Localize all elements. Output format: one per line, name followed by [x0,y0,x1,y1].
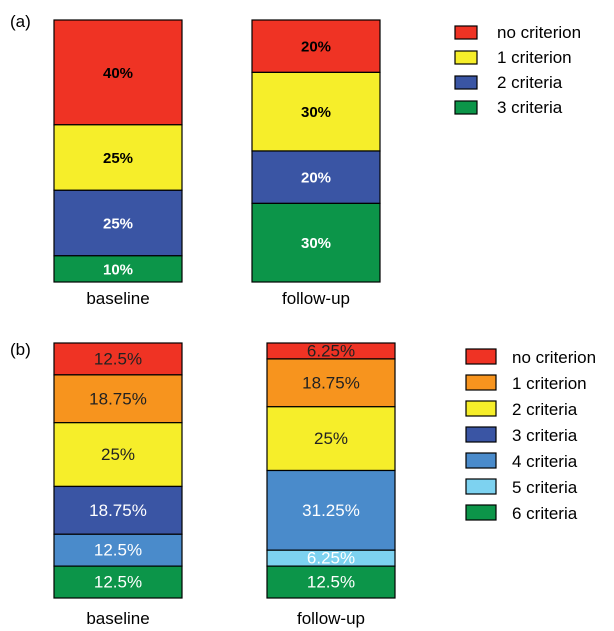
data-label: 20% [301,170,331,187]
bar-segment [53,19,183,126]
bar-segment [266,358,396,408]
data-label: 12.5% [307,573,355,592]
bar-segment [53,422,183,488]
legend-swatch [465,400,497,417]
data-label: 10% [103,261,133,278]
legend-entry: 1 criterion [512,374,587,393]
bar-segment [266,406,396,472]
legend-entry: no criterion [512,348,596,367]
bar-segment [53,189,183,257]
legend: no criterion 1 criterion 2 criteria 3 crite… [465,348,596,523]
bar-segment [251,71,381,152]
legend-entry: no criterion [497,23,581,42]
legend-entry: 6 criteria [512,504,578,523]
chart-panel-b: (b) 12.5% 18.75% 25% 18.75% 12.5% 12.5% baselin… [10,340,596,628]
legend-swatch [465,452,497,469]
bar-segment [53,255,183,283]
legend-swatch [465,504,497,521]
bar-segment [53,124,183,191]
panel-label: (a) [10,12,31,31]
data-label: 30% [301,104,331,121]
data-label: 6.25% [307,549,355,568]
legend-swatch [465,478,497,495]
category-label: baseline [86,289,149,308]
legend-swatch [454,100,478,115]
legend-swatch [454,75,478,90]
data-label: 18.75% [302,373,360,392]
data-label: 25% [314,429,348,448]
category-label: baseline [86,609,149,628]
legend-entry: 3 criteria [497,98,563,117]
bar-segment [53,565,183,599]
data-label: 30% [301,235,331,252]
bar-segment [251,202,381,283]
legend-entry: 5 criteria [512,478,578,497]
data-label: 31.25% [302,501,360,520]
data-label: 12.5% [94,349,142,368]
legend-swatch [454,50,478,65]
panel-label: (b) [10,340,31,359]
data-label: 25% [101,445,135,464]
stacked-bar-baseline: 12.5% 18.75% 25% 18.75% 12.5% 12.5% [53,342,183,599]
data-label: 18.75% [89,389,147,408]
bar-segment [266,469,396,551]
legend-swatch [465,426,497,443]
legend-entry: 2 criteria [497,73,563,92]
category-label: follow-up [297,609,365,628]
data-label: 12.5% [94,573,142,592]
data-label: 40% [103,65,133,82]
data-label: 18.75% [89,501,147,520]
legend-swatch [465,348,497,365]
category-label: follow-up [282,289,350,308]
chart-panel-a: (a) 40% 25% 25% 10% baseline 20% 30% 20% 30% follo… [10,12,581,308]
stacked-bar-baseline: 40% 25% 25% 10% [53,19,183,283]
legend-entry: 4 criteria [512,452,578,471]
data-label: 20% [301,39,331,56]
data-label: 25% [103,216,133,233]
stacked-bar-follow-up: 20% 30% 20% 30% [251,19,381,283]
data-label: 6.25% [307,341,355,360]
bar-segment [53,485,183,535]
data-label: 25% [103,150,133,167]
legend: no criterion 1 criterion 2 criteria 3 crite… [454,23,581,117]
legend-entry: 2 criteria [512,400,578,419]
data-label: 12.5% [94,541,142,560]
stacked-bar-follow-up: 6.25% 18.75% 25% 31.25% 6.25% 12.5% [266,341,396,599]
bar-segment [53,374,183,424]
legend-swatch [465,374,497,391]
bar-segment [266,565,396,599]
legend-entry: 3 criteria [512,426,578,445]
legend-entry: 1 criterion [497,48,572,67]
legend-swatch [454,25,478,40]
